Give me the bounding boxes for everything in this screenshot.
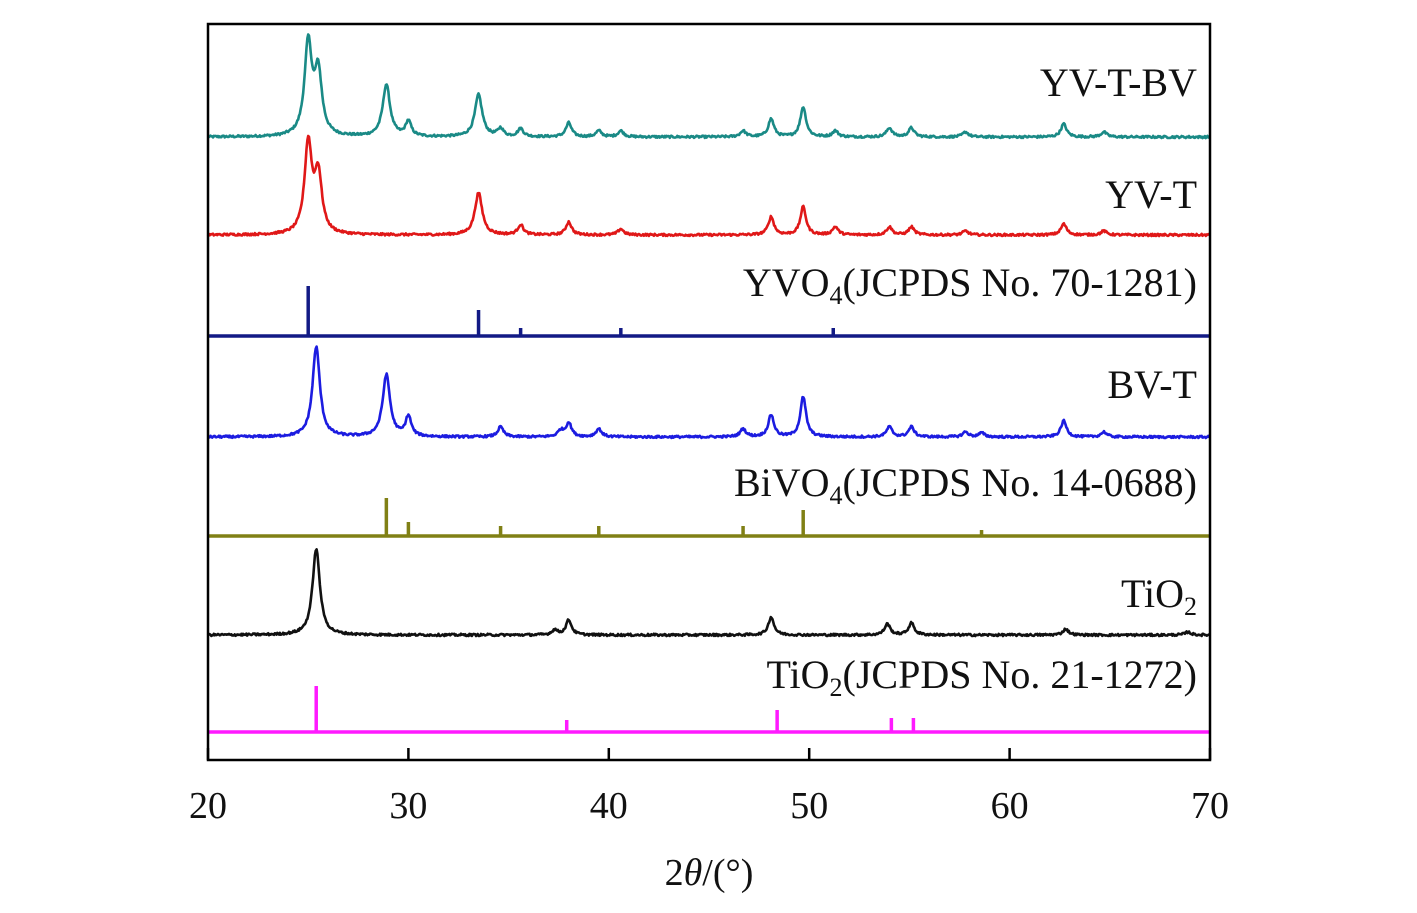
series-label: YVO4(JCPDS No. 70-1281) bbox=[743, 260, 1197, 310]
plot-frame bbox=[206, 22, 1212, 762]
x-tick-label: 60 bbox=[991, 785, 1029, 827]
series-label: BiVO4(JCPDS No. 14-0688) bbox=[734, 460, 1197, 510]
pattern-line bbox=[206, 134, 1211, 238]
series-label: BV-T bbox=[1107, 362, 1197, 407]
x-tick-label: 20 bbox=[189, 785, 227, 827]
series-label: TiO2(JCPDS No. 21-1272) bbox=[766, 652, 1197, 702]
series-yv-t-bv bbox=[207, 33, 1211, 140]
series-yvo4-jcpds-no-70-1281 bbox=[208, 286, 1210, 338]
x-tick-label: 40 bbox=[590, 785, 628, 827]
x-tick-label: 30 bbox=[389, 785, 427, 827]
series-labels: YV-T-BV YV-T YVO4(JCPDS No. 70-1281) BV-T Bi… bbox=[734, 60, 1197, 702]
series-tio2-jcpds-no-21-1272 bbox=[208, 686, 1210, 734]
series-yv-t bbox=[206, 134, 1211, 238]
series-tio2 bbox=[206, 548, 1211, 638]
pattern-line bbox=[206, 548, 1211, 638]
pattern-line bbox=[207, 345, 1211, 440]
x-tick-label: 50 bbox=[790, 785, 828, 827]
series-bivo4-jcpds-no-14-0688 bbox=[208, 498, 1210, 538]
x-tick-label: 70 bbox=[1191, 785, 1229, 827]
series-label: TiO2 bbox=[1121, 571, 1197, 621]
series-label: YV-T-BV bbox=[1040, 60, 1197, 105]
x-axis: 20 30 40 50 60 70 bbox=[189, 748, 1229, 827]
plot-area bbox=[206, 33, 1211, 734]
series-label: YV-T bbox=[1105, 172, 1197, 217]
x-axis-label: 2θ/(°) bbox=[665, 852, 754, 894]
pattern-line bbox=[207, 33, 1211, 140]
series-bv-t bbox=[207, 345, 1211, 440]
